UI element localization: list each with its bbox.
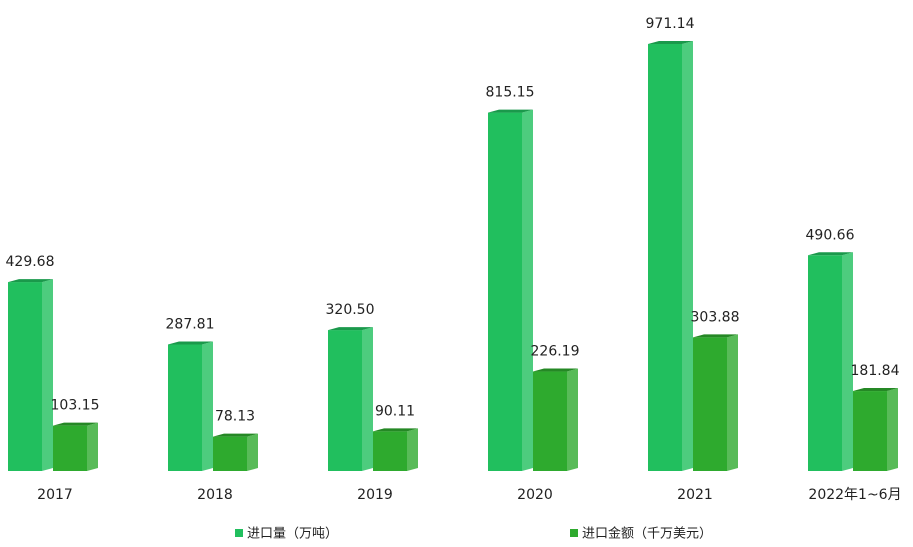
bar-side bbox=[42, 279, 53, 471]
bar-front bbox=[213, 436, 247, 471]
value-label: 971.14 bbox=[646, 16, 695, 32]
bar-side bbox=[567, 368, 578, 471]
bar-front bbox=[648, 44, 682, 471]
bar bbox=[53, 422, 98, 471]
bar bbox=[8, 279, 53, 471]
bar-front bbox=[488, 112, 522, 471]
bar-front bbox=[373, 431, 407, 471]
value-label: 287.81 bbox=[166, 316, 215, 332]
bar-side bbox=[202, 341, 213, 471]
legend-swatch bbox=[235, 529, 243, 537]
bar-side bbox=[362, 327, 373, 471]
bar-side bbox=[727, 334, 738, 471]
x-tick-label: 2021 bbox=[677, 487, 713, 503]
bar-top bbox=[53, 422, 98, 426]
x-tick-label: 2017 bbox=[37, 487, 73, 503]
value-label: 226.19 bbox=[531, 344, 580, 360]
x-tick-label: 2020 bbox=[517, 487, 553, 503]
bar bbox=[853, 388, 898, 471]
bar-side bbox=[247, 433, 258, 471]
bar-front bbox=[53, 425, 87, 471]
value-label: 320.50 bbox=[326, 302, 375, 318]
bar-side bbox=[407, 428, 418, 471]
value-label: 103.15 bbox=[51, 398, 100, 414]
bar bbox=[373, 428, 418, 471]
legend-label: 进口量（万吨） bbox=[247, 527, 338, 542]
bar-top bbox=[853, 388, 898, 392]
bar-front bbox=[693, 337, 727, 471]
bar bbox=[808, 252, 853, 471]
bar-front bbox=[533, 371, 567, 471]
bar-top bbox=[168, 341, 213, 345]
bar-front bbox=[168, 344, 202, 471]
bar bbox=[213, 433, 258, 471]
bar bbox=[488, 109, 533, 471]
bar-side bbox=[522, 109, 533, 471]
bar-side bbox=[682, 41, 693, 471]
bar-top bbox=[213, 433, 258, 437]
value-label: 181.84 bbox=[851, 363, 900, 379]
bar-top bbox=[328, 327, 373, 331]
value-label: 429.68 bbox=[6, 254, 55, 270]
value-label: 303.88 bbox=[691, 309, 740, 325]
x-tick-label: 2018 bbox=[197, 487, 233, 503]
value-label: 78.13 bbox=[215, 409, 255, 425]
bar bbox=[533, 368, 578, 471]
value-label: 490.66 bbox=[806, 227, 855, 243]
value-label: 90.11 bbox=[375, 403, 415, 419]
bar-side bbox=[87, 422, 98, 471]
x-tick-label: 2022年1~6月 bbox=[808, 487, 901, 503]
bar-top bbox=[648, 41, 693, 44]
bar-top bbox=[8, 279, 53, 283]
bar-side bbox=[842, 252, 853, 471]
bar bbox=[693, 334, 738, 471]
bar bbox=[648, 41, 693, 471]
bar-top bbox=[373, 428, 418, 432]
legend-swatch bbox=[570, 529, 578, 537]
bar-front bbox=[808, 255, 842, 471]
bar-side bbox=[887, 388, 898, 471]
value-label: 815.15 bbox=[486, 85, 535, 101]
legend-label: 进口金额（千万美元） bbox=[582, 526, 712, 542]
x-tick-label: 2019 bbox=[357, 487, 393, 503]
bar-front bbox=[328, 330, 362, 471]
bar-front bbox=[8, 282, 42, 471]
bar-top bbox=[808, 252, 853, 256]
bar-top bbox=[488, 109, 533, 113]
bar bbox=[328, 327, 373, 471]
bar-front bbox=[853, 391, 887, 471]
bar-top bbox=[533, 368, 578, 372]
bar-top bbox=[693, 334, 738, 338]
bar bbox=[168, 341, 213, 471]
